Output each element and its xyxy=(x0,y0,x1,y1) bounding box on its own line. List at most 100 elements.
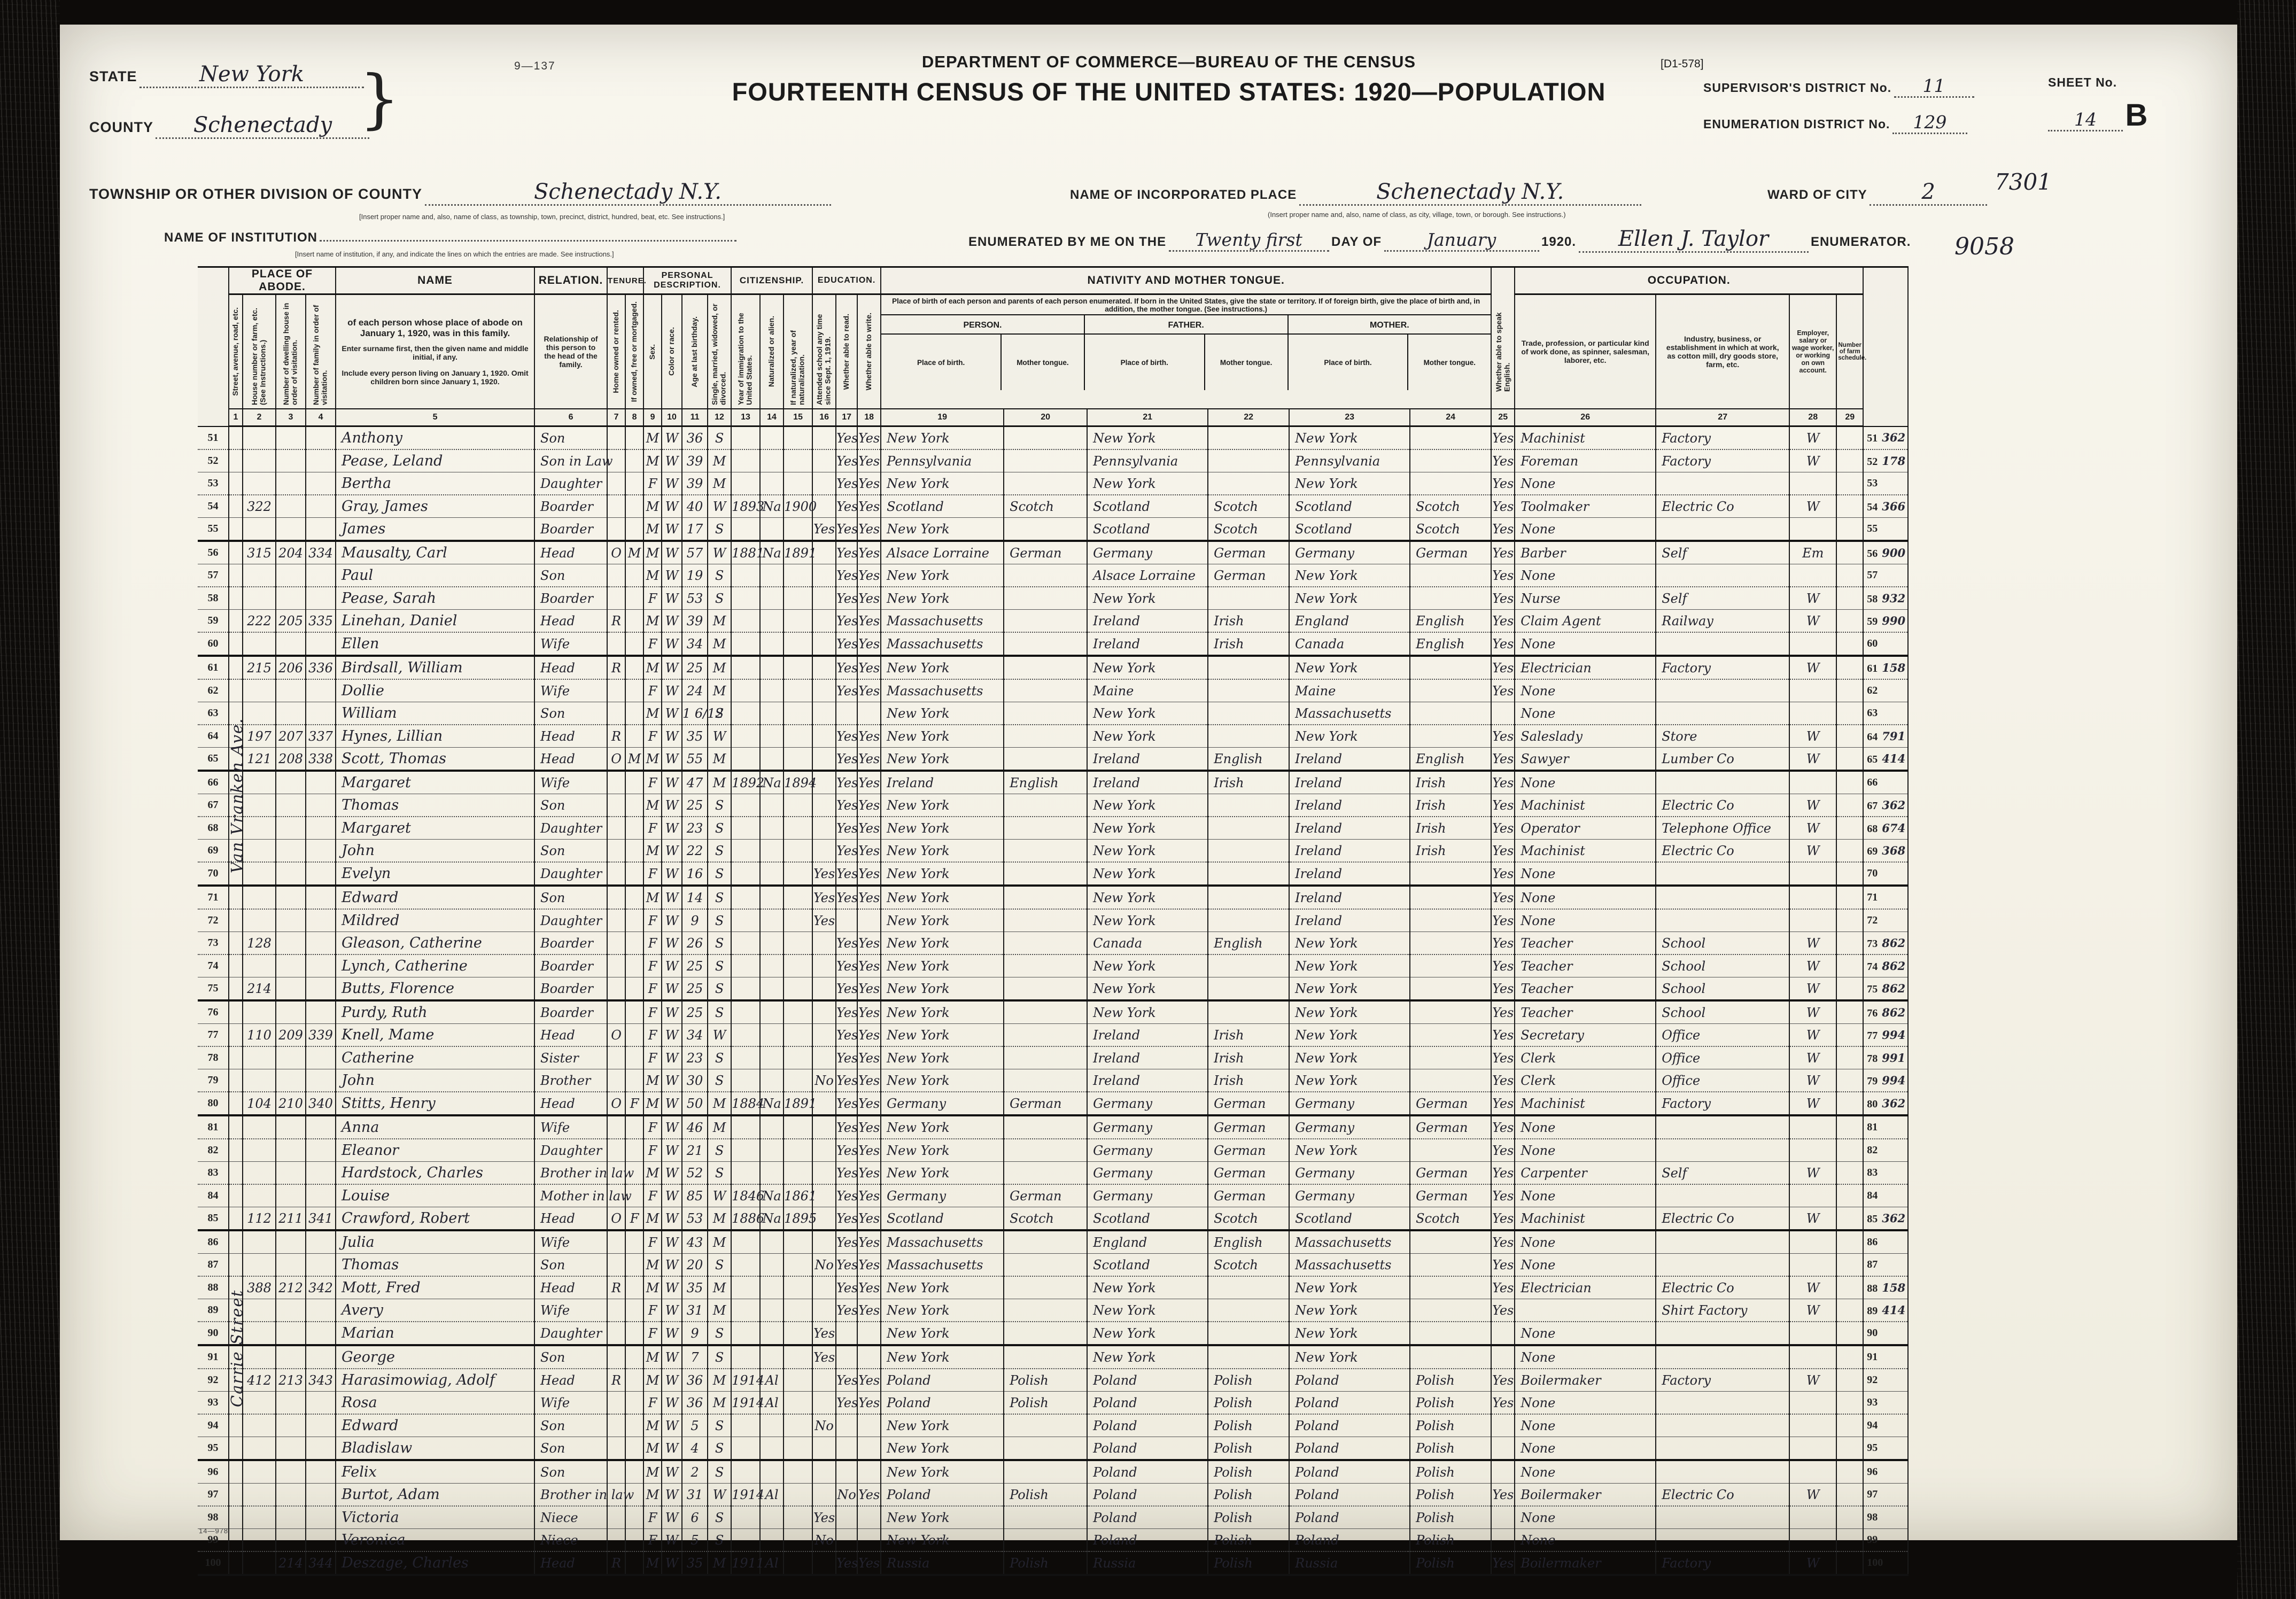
cell-dwell xyxy=(275,909,306,932)
cell-write xyxy=(857,1345,882,1369)
cell-fam xyxy=(305,1253,337,1277)
cell-eng xyxy=(1491,1460,1516,1484)
cell-race: W xyxy=(661,1551,683,1576)
cell-read xyxy=(835,1437,858,1461)
cell-imm xyxy=(731,1437,761,1461)
col-speak-english: Whether able to speak English. xyxy=(1491,266,1516,409)
cell-fmt xyxy=(1207,1000,1290,1024)
cell-farm xyxy=(1836,1391,1864,1415)
cell-mar: W xyxy=(707,725,732,748)
cell-name: Paul xyxy=(335,564,536,587)
cell-cls xyxy=(1789,472,1837,495)
cell-fmt xyxy=(1207,725,1290,748)
table-row: 82 Eleanor Daughter F W 21 S Yes Yes New York Germ… xyxy=(198,1139,1909,1162)
cell-pob: Poland xyxy=(880,1483,1005,1507)
cell-write: Yes xyxy=(857,679,882,702)
cell-sch xyxy=(812,632,837,657)
line-number-left: 90 xyxy=(198,1322,229,1346)
cell-nat xyxy=(759,1115,785,1139)
cell-ind: School xyxy=(1655,1000,1790,1024)
cell-imm xyxy=(731,977,761,1002)
cell-write: Yes xyxy=(857,725,882,748)
cell-farm xyxy=(1836,1115,1864,1139)
column-number: 12 xyxy=(707,408,732,427)
cell-house xyxy=(242,1437,276,1461)
cell-name: Crawford, Robert xyxy=(335,1207,536,1231)
cell-fam xyxy=(305,679,337,702)
cell-age: 34 xyxy=(681,1023,709,1047)
cell-dwell xyxy=(275,426,306,450)
cell-street xyxy=(228,1483,243,1507)
line-number-left: 60 xyxy=(198,632,229,657)
table-row: 79 John Brother M W 30 S No Yes Yes New York Irelan… xyxy=(198,1069,1909,1092)
cell-fmt xyxy=(1207,426,1290,450)
cell-pob: New York xyxy=(880,1023,1005,1047)
cell-imm xyxy=(731,1115,761,1139)
cell-cls: W xyxy=(1789,747,1837,772)
cell-imm xyxy=(731,1139,761,1162)
cell-ind: Electric Co xyxy=(1655,1207,1790,1231)
cell-trade: Electrician xyxy=(1514,656,1657,680)
cell-imm xyxy=(731,794,761,817)
cell-sex: M xyxy=(643,656,663,680)
cell-name: Evelyn xyxy=(335,862,536,887)
cell-line-right: 67 362 xyxy=(1863,794,1909,817)
cell-imm xyxy=(731,1046,761,1069)
cell-fam: 340 xyxy=(305,1092,337,1116)
cell-rel: Sister xyxy=(534,1046,608,1069)
cell-sch: Yes xyxy=(812,886,837,910)
cell-read: Yes xyxy=(835,1046,858,1069)
cell-cls xyxy=(1789,1253,1837,1277)
cell-fpob: Poland xyxy=(1087,1414,1209,1437)
cell-ind: Factory xyxy=(1655,656,1790,680)
line-number-right: 97 xyxy=(1867,1488,1878,1500)
cell-eng: Yes xyxy=(1491,909,1516,932)
cell-pob: New York xyxy=(880,702,1005,725)
cell-write: Yes xyxy=(857,1000,882,1024)
cell-rel: Daughter xyxy=(534,1322,608,1346)
cell-cls xyxy=(1789,564,1837,587)
cell-race: W xyxy=(661,1460,683,1484)
cell-fam xyxy=(305,954,337,977)
cell-mar: M xyxy=(707,632,732,657)
cell-read: Yes xyxy=(835,1230,858,1254)
cell-age: 24 xyxy=(681,679,709,702)
cell-rel: Niece xyxy=(534,1506,608,1529)
cell-pob: Massachusetts xyxy=(880,1230,1005,1254)
cell-write: Yes xyxy=(857,1551,882,1576)
cell-line-right: 65 414 xyxy=(1863,747,1909,772)
cell-fpob: New York xyxy=(1087,472,1209,495)
column-number: 23 xyxy=(1289,408,1411,427)
cell-naty xyxy=(783,1528,813,1552)
cell-mar: M xyxy=(707,747,732,772)
cell-age: 34 xyxy=(681,632,709,657)
cell-nat xyxy=(759,794,785,817)
cell-fpob: Scotland xyxy=(1087,1253,1209,1277)
cell-age: 35 xyxy=(681,1276,709,1299)
cell-dwell xyxy=(275,517,306,542)
cell-ten2 xyxy=(625,495,645,518)
cell-sex: F xyxy=(643,909,663,932)
cell-ten1 xyxy=(607,1391,626,1415)
cell-imm xyxy=(731,1276,761,1299)
ward-label: WARD OF CITY xyxy=(1767,188,1867,202)
cell-read: Yes xyxy=(835,1139,858,1162)
cell-rel: Wife xyxy=(534,771,608,794)
cell-sch xyxy=(812,794,837,817)
cell-cls: W xyxy=(1789,1276,1837,1299)
cell-trade: None xyxy=(1514,862,1657,887)
cell-house xyxy=(242,862,276,887)
cell-fpob: New York xyxy=(1087,839,1209,863)
cell-nat: Al xyxy=(759,1551,785,1576)
cell-ten2 xyxy=(625,1184,645,1207)
cell-mmt xyxy=(1409,1000,1492,1024)
cell-race: W xyxy=(661,1046,683,1069)
cell-race: W xyxy=(661,1069,683,1092)
cell-fpob: New York xyxy=(1087,702,1209,725)
cell-fam xyxy=(305,1414,337,1437)
cell-fam xyxy=(305,1046,337,1069)
cell-sch xyxy=(812,609,837,633)
cell-sex: F xyxy=(643,862,663,887)
line-number-left: 59 xyxy=(198,609,229,633)
state-value: New York xyxy=(199,62,304,87)
